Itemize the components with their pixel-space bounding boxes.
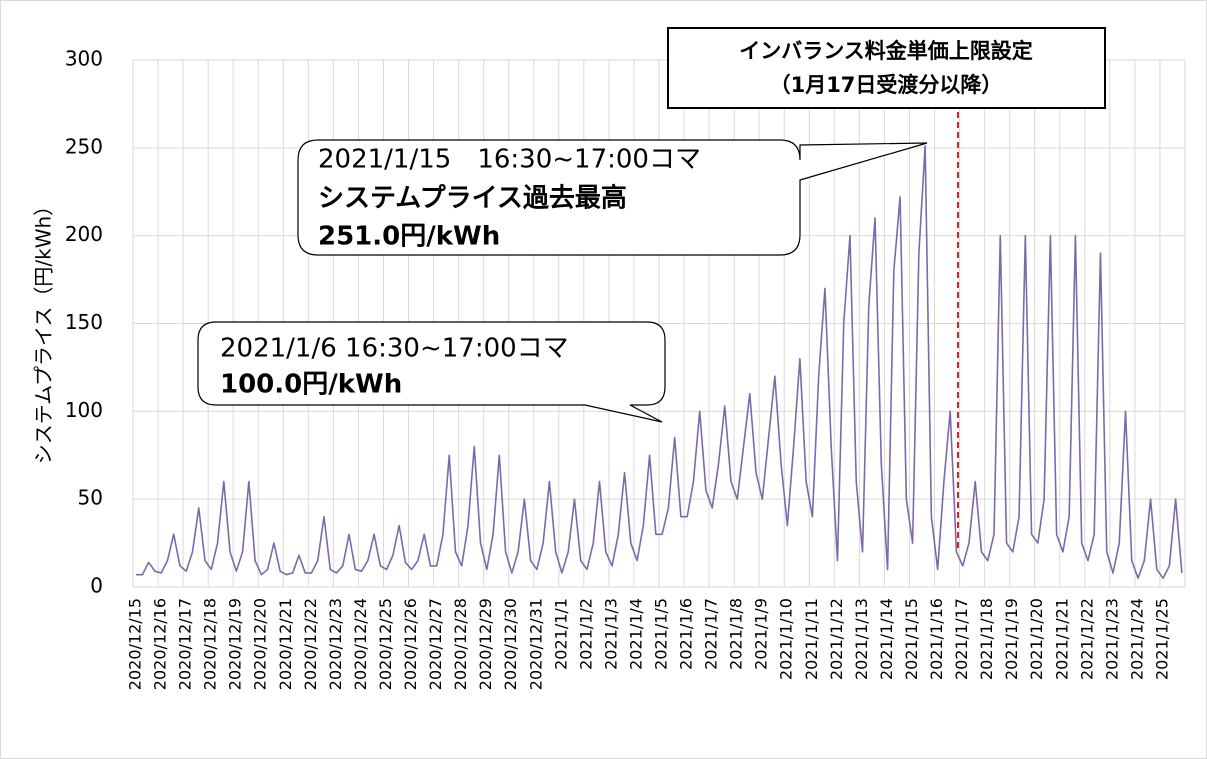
x-tick-label: 2020/12/20 [251, 598, 270, 690]
x-tick-label: 2021/1/12 [827, 598, 846, 680]
x-tick-label: 2020/12/15 [126, 598, 145, 690]
y-tick-label: 300 [65, 47, 103, 71]
x-tick-label: 2021/1/20 [1027, 598, 1046, 680]
x-tick-label: 2020/12/24 [351, 598, 370, 690]
y-tick-label: 0 [90, 574, 103, 598]
x-tick-label: 2021/1/7 [702, 598, 721, 670]
line-series [136, 145, 1183, 580]
x-tick-label: 2020/12/18 [201, 598, 220, 690]
x-tick-label: 2020/12/27 [426, 598, 445, 690]
x-tick-label: 2021/1/11 [802, 598, 821, 680]
callout-jan6: 2021/1/6 16:30~17:00コマ 100.0円/kWh [197, 321, 666, 423]
x-tick-label: 2021/1/6 [677, 598, 696, 670]
x-tick-label: 2020/12/17 [176, 598, 195, 690]
annotation-box [667, 27, 1106, 109]
callout-box [197, 321, 666, 423]
x-tick-label: 2021/1/4 [626, 598, 645, 670]
x-tick-label: 2021/1/18 [977, 598, 996, 680]
x-tick-label: 2020/12/28 [451, 598, 470, 690]
x-tick-label: 2021/1/3 [601, 598, 620, 670]
x-tick-label: 2020/12/23 [326, 598, 345, 690]
y-tick-label: 250 [65, 134, 103, 158]
x-tick-label: 2021/1/23 [1102, 598, 1121, 680]
x-tick-label: 2021/1/10 [777, 598, 796, 680]
annotation-text: 2021/1/6 16:30~17:00コマ [220, 334, 569, 364]
annotation-text: システムプライス過去最高 [318, 183, 627, 214]
x-tick-label: 2021/1/9 [752, 598, 771, 670]
callout-peak: 2021/1/15 16:30~17:00コマ システムプライス過去最高 251… [297, 139, 928, 256]
x-tick-label: 2021/1/14 [877, 598, 896, 680]
x-tick-label: 2021/1/5 [652, 598, 671, 670]
y-tick-label: 50 [78, 486, 103, 510]
x-tick-label: 2020/12/26 [401, 598, 420, 690]
x-tick-label: 2020/12/16 [151, 598, 170, 690]
x-tick-label: 2020/12/31 [526, 598, 545, 690]
callout-box [297, 139, 928, 256]
x-tick-label: 2021/1/17 [952, 598, 971, 680]
x-tick-label: 2021/1/25 [1152, 598, 1171, 680]
x-tick-label: 2020/12/22 [301, 598, 320, 690]
x-tick-label: 2021/1/8 [727, 598, 746, 670]
x-tick-label: 2021/1/15 [902, 598, 921, 680]
x-tick-label: 2020/12/30 [501, 598, 520, 690]
callout-limit: インバランス料金単価上限設定 （1月17日受渡分以降） [667, 27, 1106, 109]
y-tick-label: 100 [65, 398, 103, 422]
x-tick-label: 2021/1/13 [852, 598, 871, 680]
x-tick-label: 2020/12/25 [376, 598, 395, 690]
x-tick-label: 2021/1/22 [1077, 598, 1096, 680]
x-tick-label: 2020/12/19 [226, 598, 245, 690]
y-tick-label: 200 [65, 222, 103, 246]
x-tick-label: 2020/12/21 [276, 598, 295, 690]
x-tick-label: 2021/1/24 [1127, 598, 1146, 680]
y-axis-label: システムプライス（円/kWh） [32, 196, 56, 464]
x-tick-label: 2021/1/1 [551, 598, 570, 670]
x-tick-label: 2021/1/16 [927, 598, 946, 680]
x-tick-label: 2021/1/2 [576, 598, 595, 670]
annotation-text: （1月17日受渡分以降） [770, 73, 1003, 97]
x-tick-label: 2021/1/21 [1052, 598, 1071, 680]
annotation-text: インバランス料金単価上限設定 [739, 39, 1033, 63]
x-tick-label: 2021/1/19 [1002, 598, 1021, 680]
y-tick-label: 150 [65, 310, 103, 334]
annotation-text: 251.0円/kWh [318, 222, 500, 252]
annotation-text: 100.0円/kWh [220, 370, 402, 400]
x-tick-label: 2020/12/29 [476, 598, 495, 690]
annotation-text: 2021/1/15 16:30~17:00コマ [318, 145, 701, 175]
